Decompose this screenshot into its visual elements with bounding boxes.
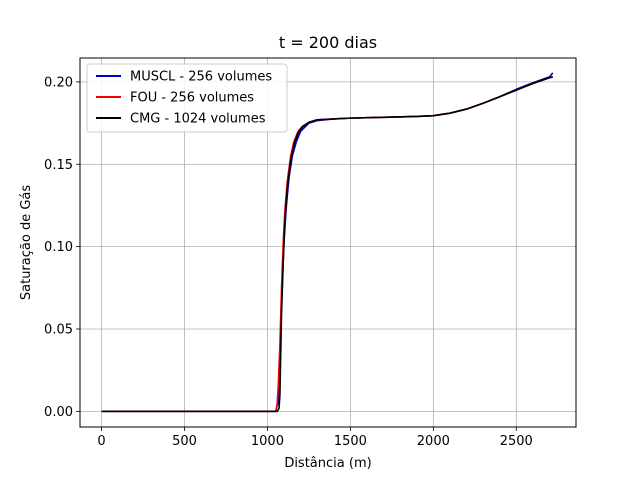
y-tick-label: 0.00 [44, 405, 73, 420]
x-tick-label: 500 [172, 434, 197, 449]
legend-label: CMG - 1024 volumes [130, 112, 266, 127]
x-axis-label: Distância (m) [284, 456, 371, 471]
series-line-2 [101, 76, 553, 413]
y-tick-label: 0.20 [44, 75, 73, 90]
plot-frame [79, 57, 577, 428]
legend-label: MUSCL - 256 volumes [130, 70, 272, 85]
x-tick-label: 0 [97, 434, 105, 449]
axis-ticks: 0 500 1000 1500 2000 2500 0.00 0.05 0.10 0.15 0.20 [44, 75, 533, 449]
chart-title: t = 200 dias [279, 33, 377, 52]
y-tick-label: 0.05 [44, 322, 73, 337]
legend-label: FOU - 256 volumes [130, 91, 254, 106]
y-tick-label: 0.15 [44, 158, 73, 173]
series-lines [101, 72, 554, 413]
x-tick-label: 1000 [251, 434, 284, 449]
x-tick-label: 2500 [500, 434, 533, 449]
x-tick-label: 2000 [417, 434, 450, 449]
legend-box [86, 63, 288, 133]
y-axis-label: Saturação de Gás [19, 185, 34, 300]
x-tick-label: 1500 [334, 434, 367, 449]
y-tick-label: 0.10 [44, 240, 73, 255]
legend: MUSCL - 256 volumes FOU - 256 volumes CMG … [86, 63, 288, 133]
